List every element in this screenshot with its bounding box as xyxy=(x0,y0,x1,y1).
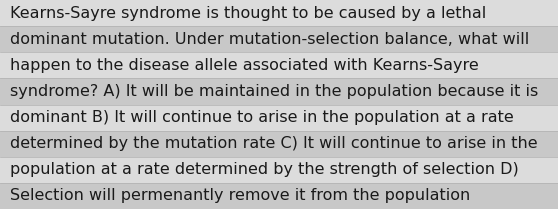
Text: determined by the mutation rate C) It will continue to arise in the: determined by the mutation rate C) It wi… xyxy=(10,136,538,151)
Text: Kearns-Sayre syndrome is thought to be caused by a lethal: Kearns-Sayre syndrome is thought to be c… xyxy=(10,6,486,20)
Text: syndrome? A) It will be maintained in the population because it is: syndrome? A) It will be maintained in th… xyxy=(10,84,538,99)
Text: dominant mutation. Under mutation-selection balance, what will: dominant mutation. Under mutation-select… xyxy=(10,32,530,47)
Bar xyxy=(0,78,558,104)
Bar xyxy=(0,26,558,52)
Bar xyxy=(0,0,558,26)
Text: dominant B) It will continue to arise in the population at a rate: dominant B) It will continue to arise in… xyxy=(10,110,514,125)
Bar xyxy=(0,157,558,183)
Text: Selection will permenantly remove it from the population: Selection will permenantly remove it fro… xyxy=(10,189,470,203)
Bar xyxy=(0,104,558,131)
Bar xyxy=(0,131,558,157)
Bar xyxy=(0,52,558,78)
Text: happen to the disease allele associated with Kearns-Sayre: happen to the disease allele associated … xyxy=(10,58,479,73)
Bar xyxy=(0,183,558,209)
Text: population at a rate determined by the strength of selection D): population at a rate determined by the s… xyxy=(10,162,519,177)
